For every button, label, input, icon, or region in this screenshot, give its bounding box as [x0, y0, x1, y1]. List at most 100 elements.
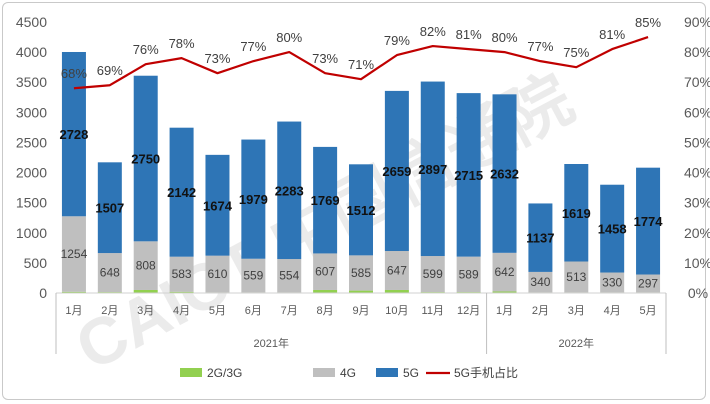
label-share-13: 77%	[527, 39, 553, 54]
legend-swatch-2	[376, 368, 398, 377]
year-label-0: 2021年	[254, 336, 289, 350]
bar-4g-12	[492, 252, 517, 292]
label-4g-1: 648	[100, 266, 120, 280]
x-tick-2: 3月	[137, 305, 154, 317]
bar-5g-3	[169, 127, 194, 257]
label-share-10: 82%	[420, 24, 446, 39]
legend-swatch-0	[180, 368, 202, 377]
x-tick-9: 10月	[385, 305, 408, 317]
share-line-layer	[73, 36, 649, 90]
share-line	[73, 36, 649, 90]
label-5g-5: 1979	[239, 192, 268, 207]
bar-2g-3g-0	[61, 291, 86, 293]
axes-layer: 0 500 1000 1500 2000 2500 3000 3500 4000 4500 0% 10…	[16, 14, 710, 354]
bar-4g-13	[528, 271, 553, 293]
label-4g-4: 610	[207, 267, 227, 281]
label-share-12: 80%	[492, 30, 518, 45]
label-share-2: 76%	[133, 42, 159, 57]
label-5g-2: 2750	[131, 152, 160, 167]
label-4g-2: 808	[136, 259, 156, 273]
bar-2g-3g-2	[133, 289, 158, 293]
bar-2g-3g-12	[492, 291, 517, 293]
y-left-tick-9: 4500	[16, 14, 47, 30]
label-4g-9: 647	[387, 264, 407, 278]
x-tick-5: 6月	[245, 305, 262, 317]
legend-label-1: 4G	[340, 366, 356, 380]
x-tick-13: 2月	[532, 305, 549, 317]
bar-5g-12	[492, 94, 517, 253]
label-5g-10: 2897	[418, 162, 447, 177]
bar-5g-15	[600, 184, 625, 273]
bar-4g-7	[313, 253, 338, 290]
label-share-16: 85%	[635, 15, 661, 30]
bar-4g-4	[205, 255, 230, 293]
label-share-6: 80%	[276, 30, 302, 45]
y-left-tick-4: 2000	[16, 165, 47, 181]
bar-5g-9	[384, 90, 409, 252]
bar-5g-10	[420, 81, 445, 257]
bar-5g-0	[61, 51, 86, 217]
bar-2g-3g-3	[169, 291, 194, 293]
x-tick-4: 5月	[209, 305, 226, 317]
label-4g-7: 607	[315, 265, 335, 279]
legend-label-2: 5G	[403, 366, 419, 380]
y-right-tick-3: 30%	[684, 195, 710, 211]
year-label-1: 2022年	[559, 336, 594, 350]
bar-2g-3g-7	[313, 289, 338, 293]
y-right-tick-6: 60%	[684, 104, 710, 120]
label-share-8: 71%	[348, 57, 374, 72]
y-right-tick-1: 10%	[684, 255, 710, 271]
x-tick-0: 1月	[65, 305, 82, 317]
bar-5g-13	[528, 203, 553, 272]
y-right-tick-0: 0%	[688, 285, 708, 301]
label-4g-11: 589	[459, 267, 479, 281]
y-right-tick-8: 80%	[684, 44, 710, 60]
y-left-tick-7: 3500	[16, 74, 47, 90]
bar-2g-3g-9	[384, 289, 409, 293]
label-4g-10: 599	[423, 267, 443, 281]
x-tick-6: 7月	[281, 305, 298, 317]
label-share-14: 75%	[563, 45, 589, 60]
y-left-tick-3: 1500	[16, 195, 47, 211]
y-right-tick-2: 20%	[684, 225, 710, 241]
label-5g-6: 2283	[275, 183, 304, 198]
bar-4g-0	[61, 216, 86, 292]
label-share-11: 81%	[456, 27, 482, 42]
label-5g-11: 2715	[454, 168, 483, 183]
bar-5g-2	[133, 75, 158, 242]
bar-5g-6	[277, 121, 302, 260]
y-left-tick-1: 500	[24, 255, 48, 271]
bar-5g-1	[97, 162, 122, 254]
label-4g-5: 559	[243, 269, 263, 283]
x-tick-3: 4月	[173, 305, 190, 317]
x-tick-7: 8月	[317, 305, 334, 317]
label-5g-12: 2632	[490, 167, 519, 182]
label-share-15: 81%	[599, 27, 625, 42]
bar-4g-2	[133, 241, 158, 290]
bar-2g-3g-8	[349, 290, 373, 293]
bar-4g-8	[349, 255, 373, 291]
label-share-5: 77%	[240, 39, 266, 54]
bar-5g-7	[313, 146, 338, 254]
bar-5g-14	[564, 164, 589, 262]
bar-4g-1	[97, 253, 122, 293]
bar-5g-11	[456, 93, 481, 257]
x-tick-11: 12月	[457, 305, 480, 317]
label-5g-3: 2142	[167, 185, 196, 200]
y-right-tick-5: 50%	[684, 134, 710, 150]
label-5g-14: 1619	[562, 206, 591, 221]
label-4g-14: 513	[566, 270, 586, 284]
label-5g-13: 1137	[526, 231, 554, 246]
x-tick-15: 4月	[604, 305, 621, 317]
label-share-3: 78%	[169, 36, 195, 51]
y-right-tick-4: 40%	[684, 165, 710, 181]
label-4g-6: 554	[279, 269, 299, 283]
bar-4g-11	[456, 256, 481, 293]
y-left-tick-2: 1000	[16, 225, 47, 241]
label-5g-15: 1458	[598, 222, 627, 237]
bars-layer	[61, 51, 661, 293]
x-tick-16: 5月	[639, 305, 656, 317]
bar-4g-16	[636, 274, 661, 293]
label-4g-3: 583	[172, 267, 192, 281]
bar-4g-10	[420, 256, 445, 293]
